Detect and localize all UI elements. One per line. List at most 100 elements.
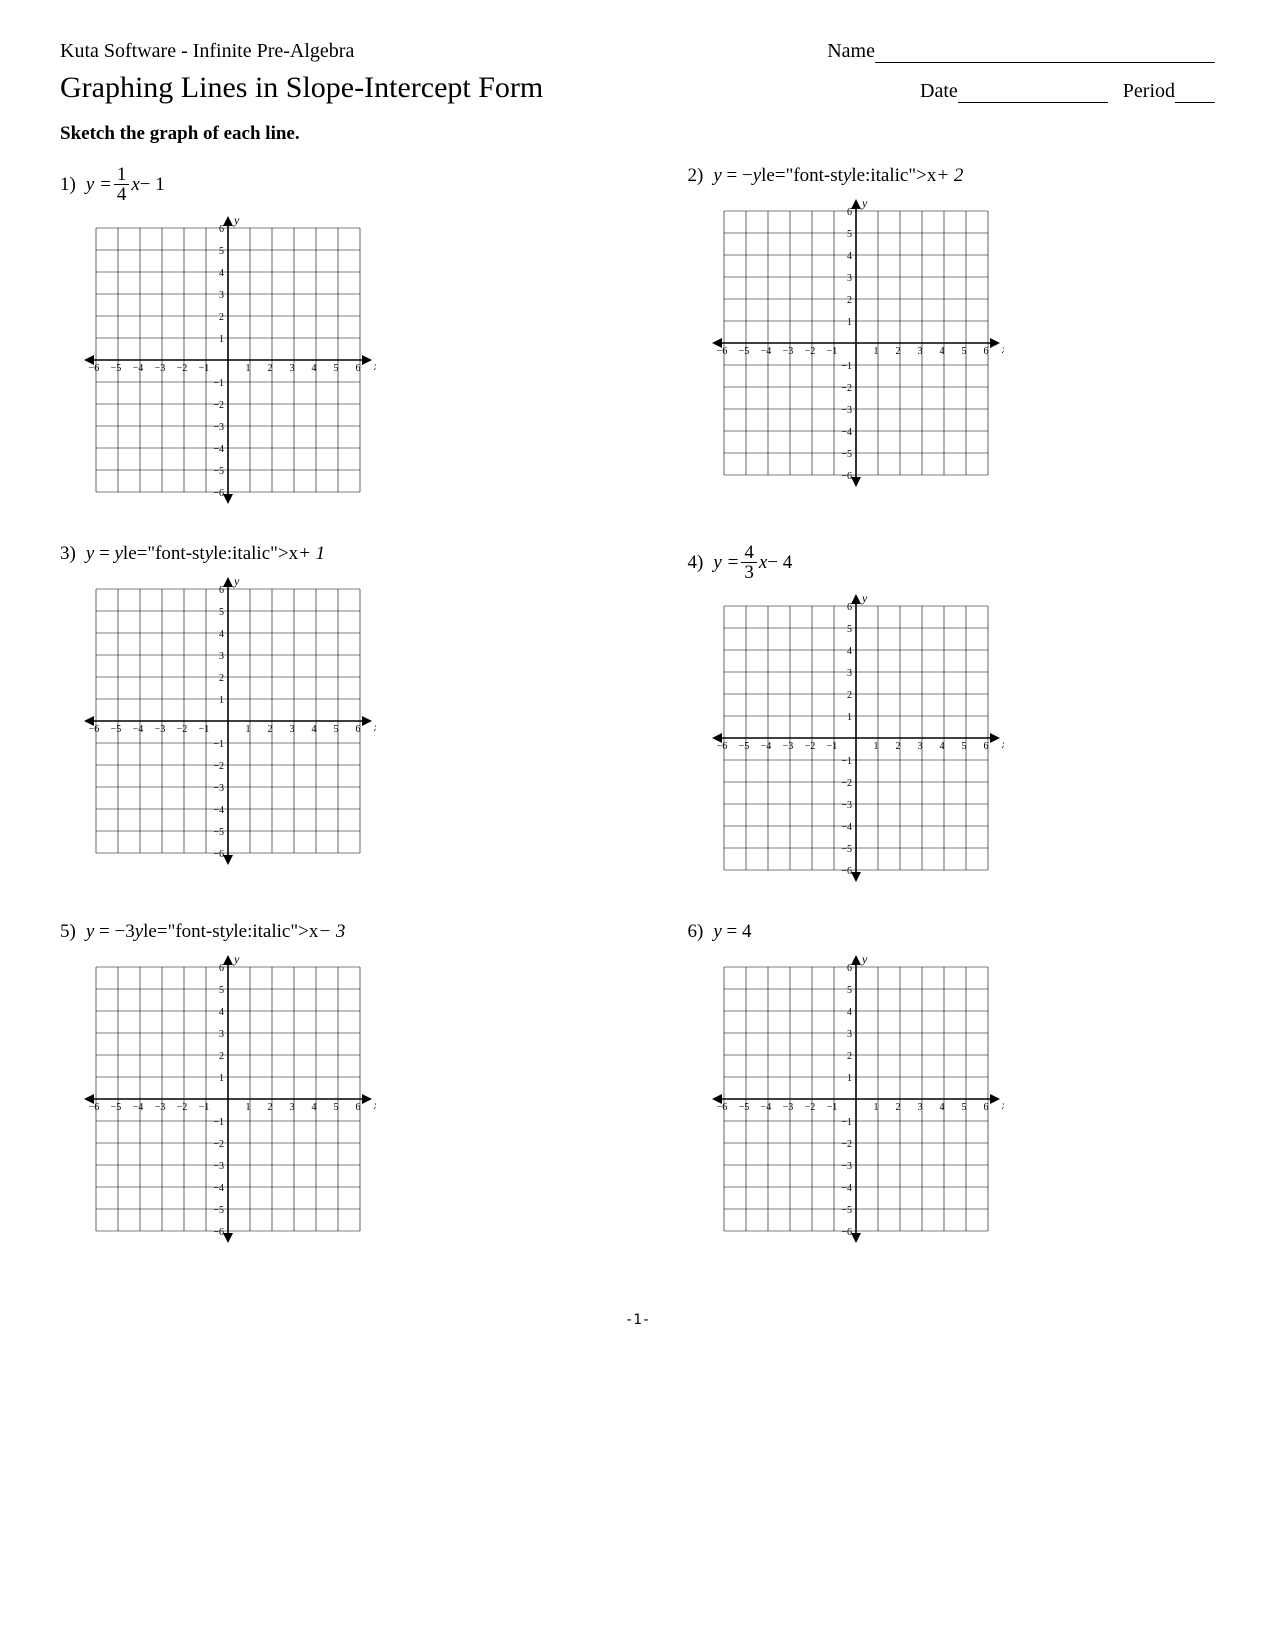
svg-text:−3: −3 bbox=[213, 783, 224, 794]
svg-text:1: 1 bbox=[246, 1102, 251, 1113]
svg-text:−2: −2 bbox=[177, 363, 188, 374]
svg-text:x: x bbox=[373, 720, 376, 734]
svg-text:−2: −2 bbox=[177, 1102, 188, 1113]
svg-text:5: 5 bbox=[334, 1102, 339, 1113]
svg-text:−5: −5 bbox=[213, 466, 224, 477]
svg-text:−5: −5 bbox=[841, 449, 852, 460]
svg-text:−2: −2 bbox=[213, 1139, 224, 1150]
svg-text:y: y bbox=[233, 952, 240, 966]
svg-text:4: 4 bbox=[847, 646, 852, 657]
svg-text:−5: −5 bbox=[738, 346, 749, 357]
svg-text:−1: −1 bbox=[213, 1117, 224, 1128]
svg-text:3: 3 bbox=[917, 346, 922, 357]
coordinate-grid: −6−5−4−3−2−1123456−6−5−4−3−2−1123456xy bbox=[80, 951, 588, 1252]
coordinate-grid: −6−5−4−3−2−1123456−6−5−4−3−2−1123456xy bbox=[80, 212, 588, 513]
svg-text:1: 1 bbox=[246, 363, 251, 374]
svg-text:x: x bbox=[1001, 737, 1004, 751]
svg-text:6: 6 bbox=[847, 207, 852, 218]
svg-text:−6: −6 bbox=[716, 1102, 727, 1113]
svg-text:5: 5 bbox=[219, 246, 224, 257]
svg-text:−6: −6 bbox=[841, 866, 852, 877]
svg-text:2: 2 bbox=[895, 741, 900, 752]
svg-text:−4: −4 bbox=[760, 1102, 771, 1113]
svg-text:6: 6 bbox=[983, 346, 988, 357]
svg-text:2: 2 bbox=[895, 1102, 900, 1113]
svg-text:1: 1 bbox=[847, 317, 852, 328]
svg-text:3: 3 bbox=[290, 724, 295, 735]
name-field: Name bbox=[827, 40, 1215, 63]
coordinate-grid: −6−5−4−3−2−1123456−6−5−4−3−2−1123456xy bbox=[80, 573, 588, 874]
svg-text:−5: −5 bbox=[841, 1205, 852, 1216]
svg-text:−1: −1 bbox=[213, 739, 224, 750]
svg-text:2: 2 bbox=[268, 1102, 273, 1113]
svg-text:4: 4 bbox=[847, 251, 852, 262]
svg-text:2: 2 bbox=[268, 363, 273, 374]
equation: 1)y = 14x − 1 bbox=[60, 165, 588, 204]
svg-text:−2: −2 bbox=[804, 346, 815, 357]
svg-text:1: 1 bbox=[219, 695, 224, 706]
svg-text:1: 1 bbox=[847, 1073, 852, 1084]
problem-1: 1)y = 14x − 1−6−5−4−3−2−1123456−6−5−4−3−… bbox=[60, 165, 588, 513]
svg-text:6: 6 bbox=[983, 741, 988, 752]
svg-text:−6: −6 bbox=[841, 471, 852, 482]
svg-text:−3: −3 bbox=[155, 1102, 166, 1113]
svg-text:3: 3 bbox=[290, 363, 295, 374]
svg-text:5: 5 bbox=[961, 346, 966, 357]
problem-3: 3)y = yle="font-style:italic">x + 1−6−5−… bbox=[60, 543, 588, 891]
svg-text:−1: −1 bbox=[841, 361, 852, 372]
svg-text:1: 1 bbox=[847, 712, 852, 723]
svg-text:6: 6 bbox=[219, 963, 224, 974]
svg-text:x: x bbox=[1001, 1098, 1004, 1112]
svg-text:−5: −5 bbox=[111, 363, 122, 374]
svg-text:2: 2 bbox=[219, 312, 224, 323]
svg-text:−6: −6 bbox=[89, 724, 100, 735]
svg-text:x: x bbox=[373, 1098, 376, 1112]
svg-text:−2: −2 bbox=[841, 778, 852, 789]
svg-text:−3: −3 bbox=[155, 724, 166, 735]
svg-text:4: 4 bbox=[939, 346, 944, 357]
svg-text:−1: −1 bbox=[841, 1117, 852, 1128]
svg-text:5: 5 bbox=[847, 229, 852, 240]
svg-text:5: 5 bbox=[334, 724, 339, 735]
svg-text:−3: −3 bbox=[155, 363, 166, 374]
svg-text:−1: −1 bbox=[841, 756, 852, 767]
svg-text:1: 1 bbox=[873, 741, 878, 752]
coordinate-grid: −6−5−4−3−2−1123456−6−5−4−3−2−1123456xy bbox=[708, 951, 1216, 1252]
svg-text:−1: −1 bbox=[213, 378, 224, 389]
svg-text:−4: −4 bbox=[841, 1183, 852, 1194]
svg-text:−3: −3 bbox=[841, 1161, 852, 1172]
svg-text:2: 2 bbox=[219, 1051, 224, 1062]
instructions: Sketch the graph of each line. bbox=[60, 123, 1215, 145]
svg-text:−6: −6 bbox=[213, 1227, 224, 1238]
svg-text:3: 3 bbox=[219, 290, 224, 301]
svg-text:y: y bbox=[861, 952, 868, 966]
svg-text:−4: −4 bbox=[760, 741, 771, 752]
svg-text:3: 3 bbox=[847, 273, 852, 284]
svg-text:2: 2 bbox=[895, 346, 900, 357]
svg-text:−4: −4 bbox=[841, 427, 852, 438]
svg-text:−6: −6 bbox=[89, 1102, 100, 1113]
svg-text:1: 1 bbox=[873, 346, 878, 357]
svg-text:5: 5 bbox=[334, 363, 339, 374]
svg-text:5: 5 bbox=[961, 741, 966, 752]
svg-text:−6: −6 bbox=[716, 346, 727, 357]
svg-text:−1: −1 bbox=[199, 1102, 210, 1113]
equation: 3)y = yle="font-style:italic">x + 1 bbox=[60, 543, 588, 565]
svg-text:5: 5 bbox=[847, 985, 852, 996]
svg-text:−1: −1 bbox=[826, 1102, 837, 1113]
svg-text:−3: −3 bbox=[782, 346, 793, 357]
svg-text:6: 6 bbox=[356, 724, 361, 735]
svg-text:1: 1 bbox=[219, 334, 224, 345]
svg-text:−3: −3 bbox=[213, 422, 224, 433]
svg-text:−4: −4 bbox=[841, 822, 852, 833]
svg-text:2: 2 bbox=[219, 673, 224, 684]
svg-text:−3: −3 bbox=[782, 1102, 793, 1113]
svg-text:−6: −6 bbox=[213, 849, 224, 860]
svg-text:−1: −1 bbox=[826, 346, 837, 357]
svg-text:4: 4 bbox=[939, 1102, 944, 1113]
svg-text:6: 6 bbox=[219, 224, 224, 235]
svg-text:−4: −4 bbox=[760, 346, 771, 357]
svg-text:−3: −3 bbox=[841, 800, 852, 811]
svg-text:−4: −4 bbox=[133, 1102, 144, 1113]
problem-6: 6)y = 4−6−5−4−3−2−1123456−6−5−4−3−2−1123… bbox=[688, 921, 1216, 1252]
